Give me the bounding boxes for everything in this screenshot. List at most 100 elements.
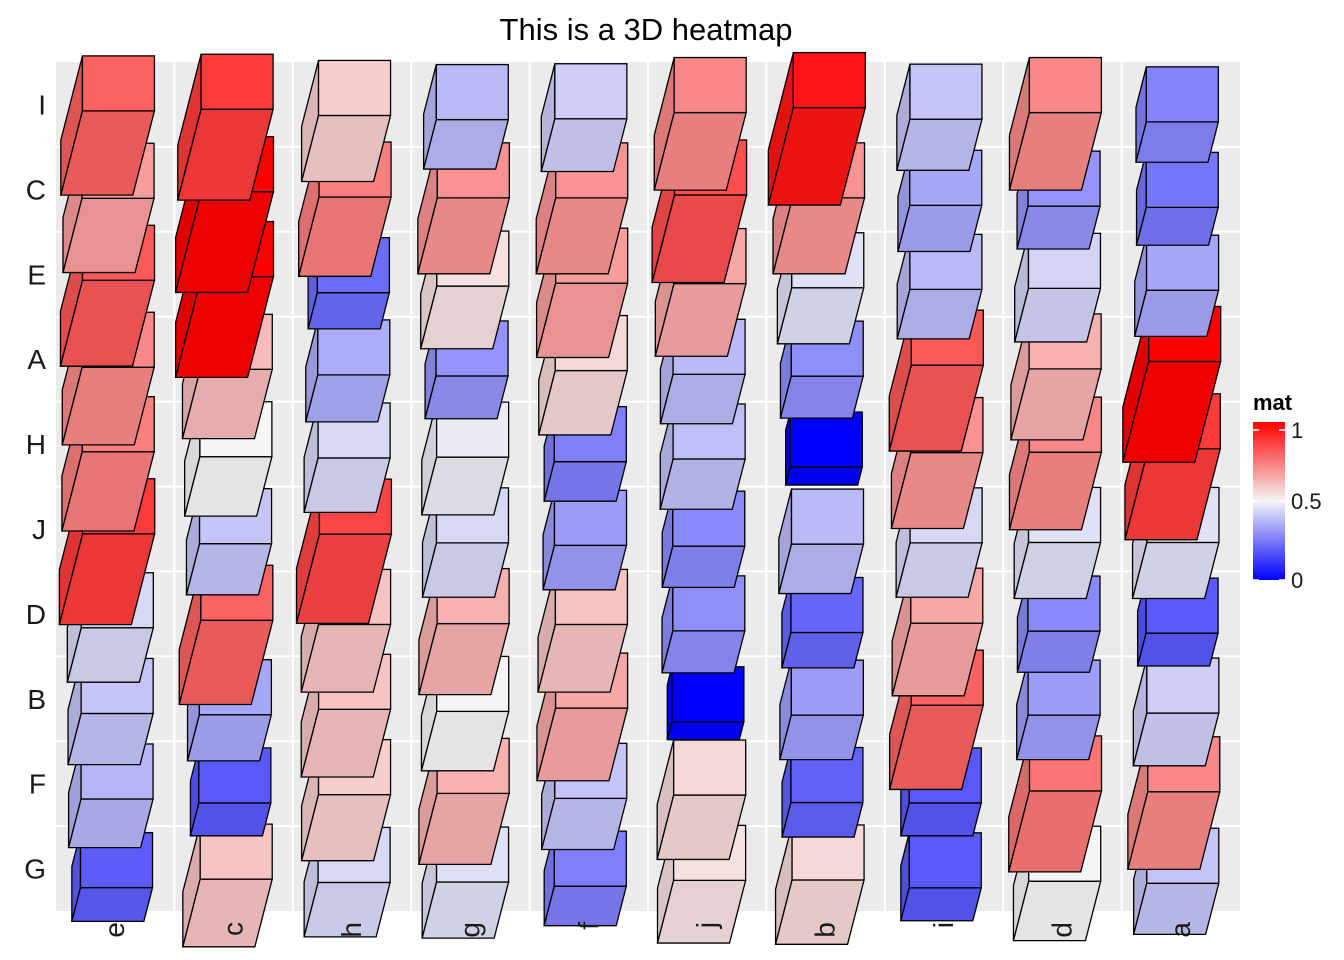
heat-cube-I-f [540, 63, 628, 173]
cube-bottom-face [419, 285, 510, 350]
heat-cube-B-j [666, 666, 745, 741]
heat-cube-B-d [1015, 659, 1101, 761]
cube-bottom-face [304, 374, 391, 423]
cube-bottom-face [189, 802, 272, 837]
cube-top-face [554, 63, 628, 120]
cube-bottom-face [899, 887, 983, 922]
cube-bottom-face [661, 630, 746, 674]
cube-top-face [673, 739, 747, 796]
legend: mat 00.51 [1253, 390, 1322, 593]
cube-bottom-face [1013, 541, 1102, 600]
cube-bottom-face [420, 456, 510, 516]
cubes-layer [58, 51, 1222, 948]
heat-cube-H-h [303, 402, 391, 514]
y-tick-label: H [26, 429, 46, 460]
heat-cube-B-a [1132, 657, 1220, 767]
y-tick-label: I [38, 89, 46, 120]
heat-cube-F-j [656, 739, 747, 861]
heat-cube-I-d [1008, 56, 1103, 191]
cube-bottom-face [1016, 630, 1101, 673]
heat-cube-D-j [661, 575, 746, 674]
x-tick-label: i [928, 922, 959, 928]
cube-top-face [671, 666, 745, 723]
cube-bottom-face [422, 118, 510, 170]
x-tick-label: b [810, 922, 841, 938]
heat-cube-B-e [67, 657, 155, 766]
cube-bottom-face [659, 373, 746, 425]
heat-cube-I-b [767, 51, 867, 206]
cube-bottom-face [71, 886, 154, 922]
x-tick-label: a [1165, 922, 1196, 938]
chart-title: This is a 3D heatmap [500, 12, 793, 47]
y-tick-label: C [26, 174, 46, 205]
heat-cube-I-c [176, 53, 274, 201]
x-tick-label: e [99, 922, 130, 938]
heat-cube-I-a [1135, 66, 1220, 163]
cube-bottom-face [666, 721, 745, 741]
cube-bottom-face [1136, 632, 1219, 667]
cube-bottom-face [896, 118, 983, 171]
cube-bottom-face [1015, 714, 1101, 761]
cube-bottom-face [183, 456, 273, 517]
cube-bottom-face [66, 627, 155, 683]
heat-cube-I-h [300, 59, 392, 183]
heat-cube-D-a [1136, 577, 1219, 667]
cube-top-face [909, 63, 983, 120]
cube-bottom-face [543, 885, 628, 927]
cube-bottom-face [661, 545, 746, 588]
cube-top-face [435, 63, 509, 121]
y-tick-label: B [27, 684, 46, 715]
y-tick-label: D [26, 599, 46, 630]
cube-bottom-face [781, 801, 864, 838]
legend-tick-label: 1 [1291, 418, 1303, 443]
cube-bottom-face [1013, 287, 1102, 343]
cube-bottom-face [1132, 712, 1220, 767]
cube-bottom-face [67, 798, 154, 849]
cube-bottom-face [1135, 206, 1220, 246]
heat-cube-J-f [542, 489, 628, 591]
heat-cube-J-b [777, 488, 865, 595]
y-tick-label: A [27, 344, 46, 375]
heat-cube-I-j [653, 56, 748, 191]
x-tick-label: f [573, 922, 604, 930]
y-tick-label: J [32, 514, 46, 545]
cube-top-face [1145, 66, 1220, 123]
cube-bottom-face [779, 375, 865, 419]
heat-cube-B-b [779, 659, 865, 761]
cube-top-face [908, 832, 982, 889]
cube-bottom-face [781, 631, 864, 669]
cube-bottom-face [779, 714, 865, 761]
cube-bottom-face [307, 292, 391, 330]
cube-bottom-face [1133, 289, 1220, 338]
legend-title: mat [1253, 390, 1293, 415]
x-tick-label: d [1046, 922, 1077, 938]
cube-top-face [317, 59, 392, 117]
cube-bottom-face [895, 542, 983, 598]
cube-top-face [790, 488, 865, 545]
cube-bottom-face [896, 288, 983, 340]
cube-bottom-face [543, 461, 628, 502]
cube-bottom-face [777, 543, 865, 595]
cube-bottom-face [421, 542, 510, 598]
cube-bottom-face [540, 797, 628, 851]
heat-cube-H-b [784, 411, 864, 486]
x-tick-label: c [218, 922, 249, 936]
y-tick-label: E [27, 259, 46, 290]
cube-bottom-face [67, 712, 155, 766]
x-tick-label: g [454, 922, 485, 938]
heat-cube-C-a [1135, 151, 1220, 246]
cube-bottom-face [542, 544, 628, 591]
y-tick-label: F [29, 769, 46, 800]
cube-top-face [792, 51, 867, 109]
cube-top-face [81, 55, 156, 112]
heat-cube-I-i [896, 63, 983, 171]
cube-bottom-face [776, 287, 865, 345]
cube-bottom-face [656, 879, 747, 944]
cube-bottom-face [897, 204, 983, 253]
heat-cube-E-d [1013, 232, 1102, 343]
heat-cube-I-g [422, 63, 510, 170]
legend-tick-label: 0 [1291, 568, 1303, 593]
y-axis-tick-labels: I C E A H J D B F G [24, 89, 46, 884]
cube-bottom-face [1131, 541, 1220, 600]
